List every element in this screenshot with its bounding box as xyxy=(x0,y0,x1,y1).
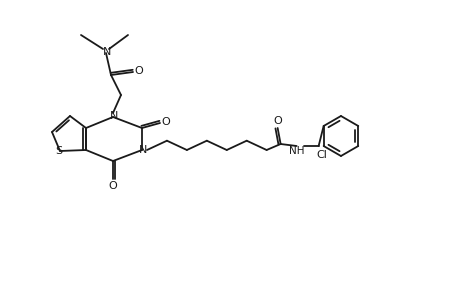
Text: O: O xyxy=(273,116,281,126)
Text: N: N xyxy=(139,145,147,155)
Text: O: O xyxy=(134,66,143,76)
Text: N: N xyxy=(110,111,118,121)
Text: Cl: Cl xyxy=(315,150,326,160)
Text: S: S xyxy=(56,146,62,156)
Text: N: N xyxy=(103,47,111,57)
Text: O: O xyxy=(161,117,170,127)
Text: NH: NH xyxy=(288,146,304,156)
Text: O: O xyxy=(108,181,117,191)
